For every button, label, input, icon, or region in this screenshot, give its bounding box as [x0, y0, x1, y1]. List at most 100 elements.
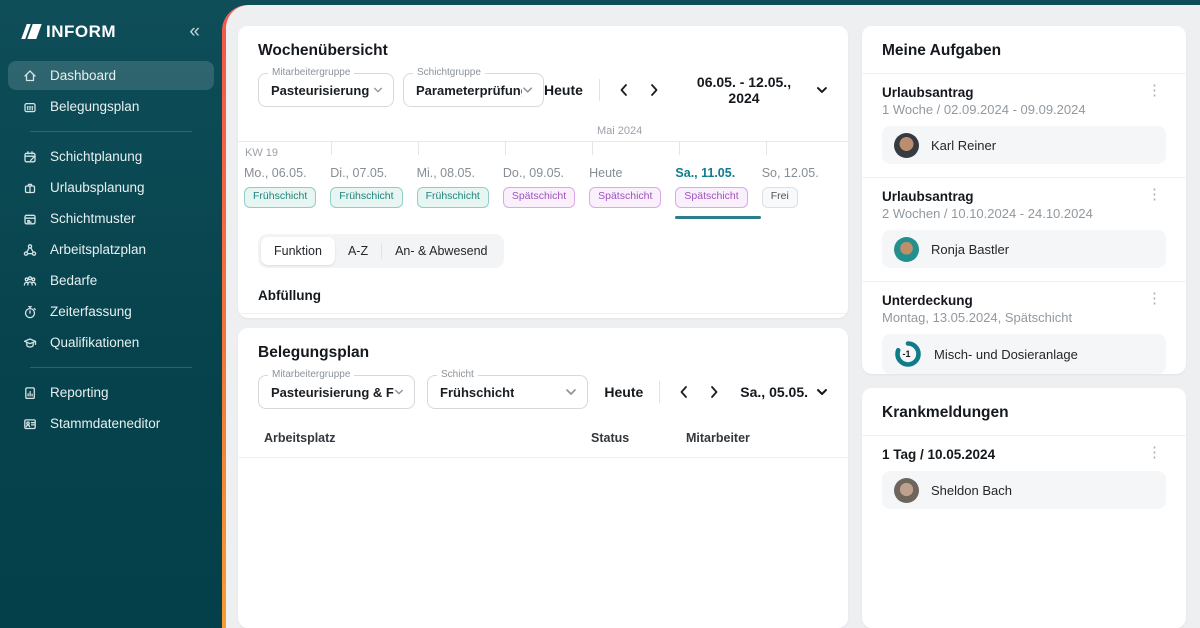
timeline-tick — [505, 142, 506, 155]
person-chip[interactable]: Ronja Bastler — [882, 230, 1166, 268]
week-range-picker[interactable]: 06.05. - 12.05., 2024 — [680, 74, 828, 106]
day-columns: Mo., 06.05. Frühschicht Di., 07.05. Früh… — [238, 142, 848, 219]
sidebar-item-label: Zeiterfassung — [50, 304, 132, 319]
shift-planning-icon — [24, 150, 36, 162]
day-label: Sa., 11.05. — [675, 166, 736, 180]
employee-group-select[interactable]: Mitarbeitergruppe Pasteurisierung & Filt… — [258, 369, 415, 409]
today-button[interactable]: Heute — [544, 82, 583, 98]
sidebar-item-urlaubsplanung[interactable]: Urlaubsplanung — [8, 173, 214, 202]
tab-an-abwesend[interactable]: An- & Abwesend — [382, 237, 500, 265]
table-header: Arbeitsplatz Status Mitarbeiter — [258, 431, 828, 445]
week-overview-filters: Mitarbeitergruppe Pasteurisierung &... S… — [258, 67, 828, 107]
timeline-tick — [592, 142, 593, 155]
person-chip[interactable]: Karl Reiner — [882, 126, 1166, 164]
sidebar-item-bedarfe[interactable]: Bedarfe — [8, 266, 214, 295]
shift-group-select[interactable]: Schichtgruppe Parameterprüfung — [403, 67, 544, 107]
my-tasks-card: Meine Aufgaben Urlaubsantrag 1 Woche / 0… — [862, 26, 1186, 374]
tab-a-z[interactable]: A-Z — [335, 237, 381, 265]
day-column-do[interactable]: Do., 09.05. Spätschicht — [502, 166, 589, 208]
day-column-sa-selected[interactable]: Sa., 11.05. Spätschicht — [675, 166, 762, 219]
task-item: Unterdeckung Montag, 13.05.2024, Spätsch… — [862, 282, 1186, 374]
day-column-mo[interactable]: Mo., 06.05. Frühschicht — [244, 166, 330, 208]
day-picker[interactable]: Sa., 05.05. — [740, 384, 828, 400]
sidebar-item-dashboard[interactable]: Dashboard — [8, 61, 214, 90]
week-nav-group: Heute 06.05. - 12.05., 2024 — [544, 74, 828, 106]
master-data-icon — [24, 418, 36, 429]
next-day-button[interactable] — [707, 382, 722, 402]
sidebar-item-label: Schichtplanung — [50, 149, 143, 164]
task-title: Unterdeckung — [882, 293, 973, 308]
sidebar-item-arbeitsplatzplan[interactable]: Arbeitsplatzplan — [8, 235, 214, 264]
shift-badge: Frühschicht — [416, 187, 489, 208]
select-value: Pasteurisierung & Filtr... — [271, 384, 394, 400]
sidebar-divider — [30, 367, 192, 368]
sidebar-header: INFORM « — [0, 14, 222, 57]
prev-day-button[interactable] — [676, 382, 691, 402]
day-column-mi[interactable]: Mi., 08.05. Frühschicht — [416, 166, 503, 208]
task-subtitle: Montag, 13.05.2024, Spätschicht — [882, 310, 1073, 325]
today-button[interactable]: Heute — [604, 384, 644, 400]
select-label: Mitarbeitergruppe — [268, 67, 355, 78]
column-header-arbeitsplatz: Arbeitsplatz — [264, 431, 336, 445]
sidebar-item-label: Arbeitsplatzplan — [50, 242, 147, 257]
kebab-menu-icon[interactable]: ⋮ — [1143, 83, 1166, 98]
sidebar-item-label: Qualifikationen — [50, 335, 140, 350]
day-label: Di., 07.05. — [330, 166, 388, 180]
inform-logo: INFORM — [21, 21, 117, 42]
employee-group-select[interactable]: Mitarbeitergruppe Pasteurisierung &... — [258, 67, 394, 107]
sidebar-item-label: Reporting — [50, 385, 109, 400]
person-name: Ronja Bastler — [931, 241, 1010, 257]
sidebar-item-label: Belegungsplan — [50, 99, 140, 114]
tab-funktion[interactable]: Funktion — [261, 236, 335, 265]
sidebar-item-qualifikationen[interactable]: Qualifikationen — [8, 328, 214, 357]
shift-badge: Frei — [761, 187, 798, 208]
understaffing-chip[interactable]: -1 Misch- und Dosieranlage — [882, 334, 1166, 374]
week-range-label: 06.05. - 12.05., 2024 — [696, 74, 792, 106]
day-column-di[interactable]: Di., 07.05. Frühschicht — [330, 166, 416, 208]
sidebar-item-zeiterfassung[interactable]: Zeiterfassung — [8, 297, 214, 326]
kebab-menu-icon[interactable]: ⋮ — [1143, 291, 1166, 306]
month-label: Mai 2024 — [594, 125, 646, 137]
person-row[interactable]: Alex Schmidt Krank — [238, 314, 848, 318]
prev-week-button[interactable] — [616, 80, 631, 100]
understaffing-count-ring: -1 — [895, 341, 921, 367]
person-chip[interactable]: Sheldon Bach — [882, 471, 1166, 509]
kebab-menu-icon[interactable]: ⋮ — [1143, 187, 1166, 202]
person-name: Sheldon Bach — [931, 482, 1012, 498]
day-picker-label: Sa., 05.05. — [740, 384, 808, 400]
sidebar-collapse-button[interactable]: « — [185, 20, 204, 43]
next-week-button[interactable] — [647, 80, 662, 100]
task-item: Urlaubsantrag 1 Woche / 02.09.2024 - 09.… — [862, 74, 1186, 178]
logo-text: INFORM — [46, 21, 117, 41]
avatar — [894, 477, 919, 503]
occupancy-plan-card: Belegungsplan Mitarbeitergruppe Pasteuri… — [238, 328, 848, 628]
shift-pattern-icon — [24, 214, 36, 224]
day-column-so[interactable]: So, 12.05. Frei — [761, 166, 848, 208]
occupancy-filters: Mitarbeitergruppe Pasteurisierung & Filt… — [258, 369, 828, 409]
chevron-down-icon — [522, 87, 532, 93]
sidebar-item-stammdateneditor[interactable]: Stammdateneditor — [8, 409, 214, 438]
sidebar-item-schichtmuster[interactable]: Schichtmuster — [8, 204, 214, 233]
timeline-tick — [331, 142, 332, 155]
sidebar-item-schichtplanung[interactable]: Schichtplanung — [8, 142, 214, 171]
kebab-menu-icon[interactable]: ⋮ — [1143, 445, 1166, 460]
sidebar-item-label: Dashboard — [50, 68, 117, 83]
sidebar-nav: Dashboard Belegungsplan Schichtplanung U… — [0, 57, 222, 444]
shift-badge: Spätschicht — [675, 187, 748, 208]
chevron-down-icon — [817, 389, 827, 395]
divider — [381, 242, 383, 259]
select-value: Frühschicht — [440, 384, 515, 400]
home-icon — [24, 69, 36, 81]
person-list: Alex Schmidt Krank Walter Krist Karin Sc… — [238, 312, 848, 318]
reporting-icon — [25, 386, 35, 399]
day-label: So, 12.05. — [761, 166, 819, 180]
time-tracking-icon — [24, 305, 36, 318]
right-column: Meine Aufgaben Urlaubsantrag 1 Woche / 0… — [862, 26, 1186, 628]
sidebar-item-reporting[interactable]: Reporting — [8, 378, 214, 407]
sidebar-item-belegungsplan[interactable]: Belegungsplan — [8, 92, 214, 121]
sick-reports-header: Krankmeldungen — [862, 388, 1186, 436]
shift-select[interactable]: Schicht Frühschicht — [427, 369, 588, 409]
day-column-heute[interactable]: Heute Spätschicht — [589, 166, 675, 208]
column-header-status: Status — [591, 431, 630, 445]
